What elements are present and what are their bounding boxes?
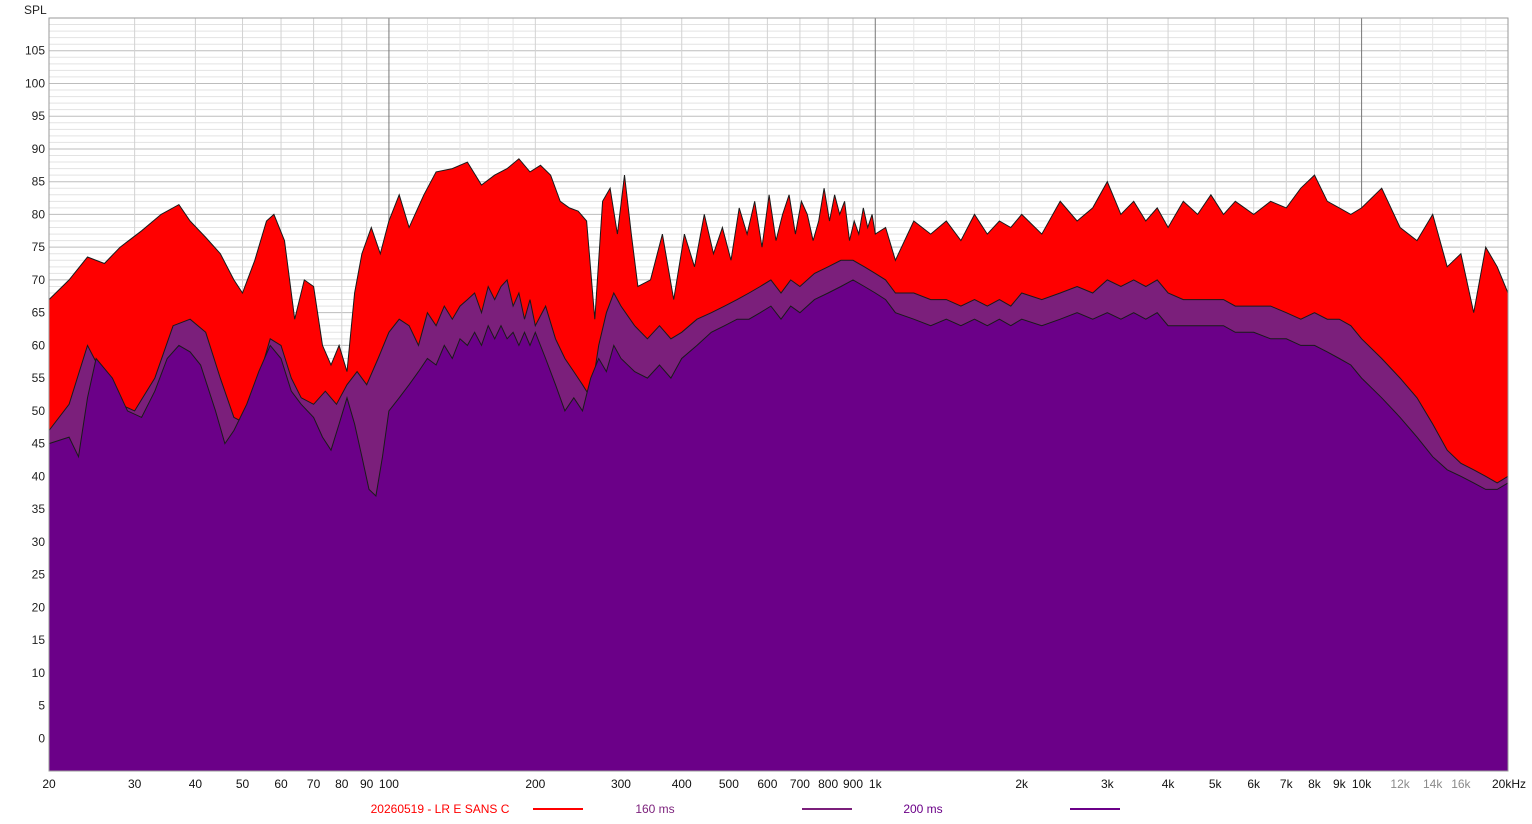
x-tick-label: 300 [611, 777, 631, 791]
x-axis: 20 30 40 50 60 70 80 90 100 200 300 400 500 600 700 800… [42, 777, 1526, 791]
x-tick-label: 6k [1247, 777, 1261, 791]
y-tick-label: 35 [32, 502, 46, 516]
plot-frame [48, 17, 1509, 772]
x-tick-label: 60 [274, 777, 288, 791]
x-tick-label: 3k [1101, 777, 1115, 791]
x-tick-label: 30 [128, 777, 142, 791]
y-tick-label: 0 [38, 731, 45, 745]
y-tick-label: 45 [32, 437, 46, 451]
y-tick-label: 30 [32, 535, 46, 549]
y-tick-label: 65 [32, 306, 46, 320]
x-tick-label: 80 [335, 777, 349, 791]
x-tick-label: 800 [818, 777, 838, 791]
y-tick-label: 105 [25, 44, 45, 58]
x-tick-label: 7k [1280, 777, 1294, 791]
y-tick-label: 50 [32, 404, 46, 418]
x-tick-label: 600 [757, 777, 777, 791]
y-tick-label: 80 [32, 207, 46, 221]
x-tick-label: 16k [1451, 777, 1471, 791]
legend-label-2: 160 ms [635, 802, 674, 816]
x-tick-label: 9k [1333, 777, 1347, 791]
x-tick-label: 20 [42, 777, 56, 791]
y-tick-label: 100 [25, 76, 45, 90]
x-tick-label: 10k [1352, 777, 1372, 791]
y-tick-label: 5 [38, 699, 45, 713]
y-tick-label: 20 [32, 600, 46, 614]
series-layer [48, 17, 1509, 772]
y-axis-label: SPL [24, 3, 47, 17]
x-tick-label: 100 [379, 777, 399, 791]
series-line-3 [48, 279, 1509, 498]
series-line-2 [48, 259, 1509, 484]
x-tick-label: 1k [869, 777, 883, 791]
x-tick-label: 200 [525, 777, 545, 791]
y-tick-label: 90 [32, 142, 46, 156]
x-tick-label: 8k [1308, 777, 1322, 791]
y-tick-label: 10 [32, 666, 46, 680]
x-tick-label: 14k [1423, 777, 1443, 791]
x-tick-label: 4k [1162, 777, 1176, 791]
y-axis: 0 5 10 15 20 25 30 35 40 45 50 55 60 65 70 75 80 85 90 95 10… [25, 44, 45, 746]
x-tick-label: 70 [307, 777, 321, 791]
x-tick-label: 40 [189, 777, 203, 791]
y-tick-label: 85 [32, 175, 46, 189]
y-tick-label: 25 [32, 568, 46, 582]
legend: 20260519 - LR E SANS C 160 ms 200 ms [371, 802, 1120, 816]
y-tick-label: 40 [32, 469, 46, 483]
y-tick-label: 55 [32, 371, 46, 385]
series-area-3 [49, 279, 1508, 771]
x-tick-label: 90 [360, 777, 374, 791]
x-tick-label: 20kHz [1492, 777, 1526, 791]
x-tick-label: 5k [1209, 777, 1223, 791]
series-line-1 [48, 158, 1509, 372]
x-tick-label: 700 [790, 777, 810, 791]
x-tick-label: 12k [1390, 777, 1410, 791]
x-tick-label: 900 [843, 777, 863, 791]
y-tick-label: 95 [32, 109, 46, 123]
y-tick-label: 75 [32, 240, 46, 254]
x-tick-label: 500 [719, 777, 739, 791]
x-tick-label: 400 [672, 777, 692, 791]
y-tick-label: 15 [32, 633, 46, 647]
y-tick-label: 60 [32, 338, 46, 352]
y-tick-label: 70 [32, 273, 46, 287]
legend-label-3: 200 ms [903, 802, 942, 816]
legend-label-1: 20260519 - LR E SANS C [371, 802, 510, 816]
x-tick-label: 2k [1015, 777, 1029, 791]
x-tick-label: 50 [236, 777, 250, 791]
